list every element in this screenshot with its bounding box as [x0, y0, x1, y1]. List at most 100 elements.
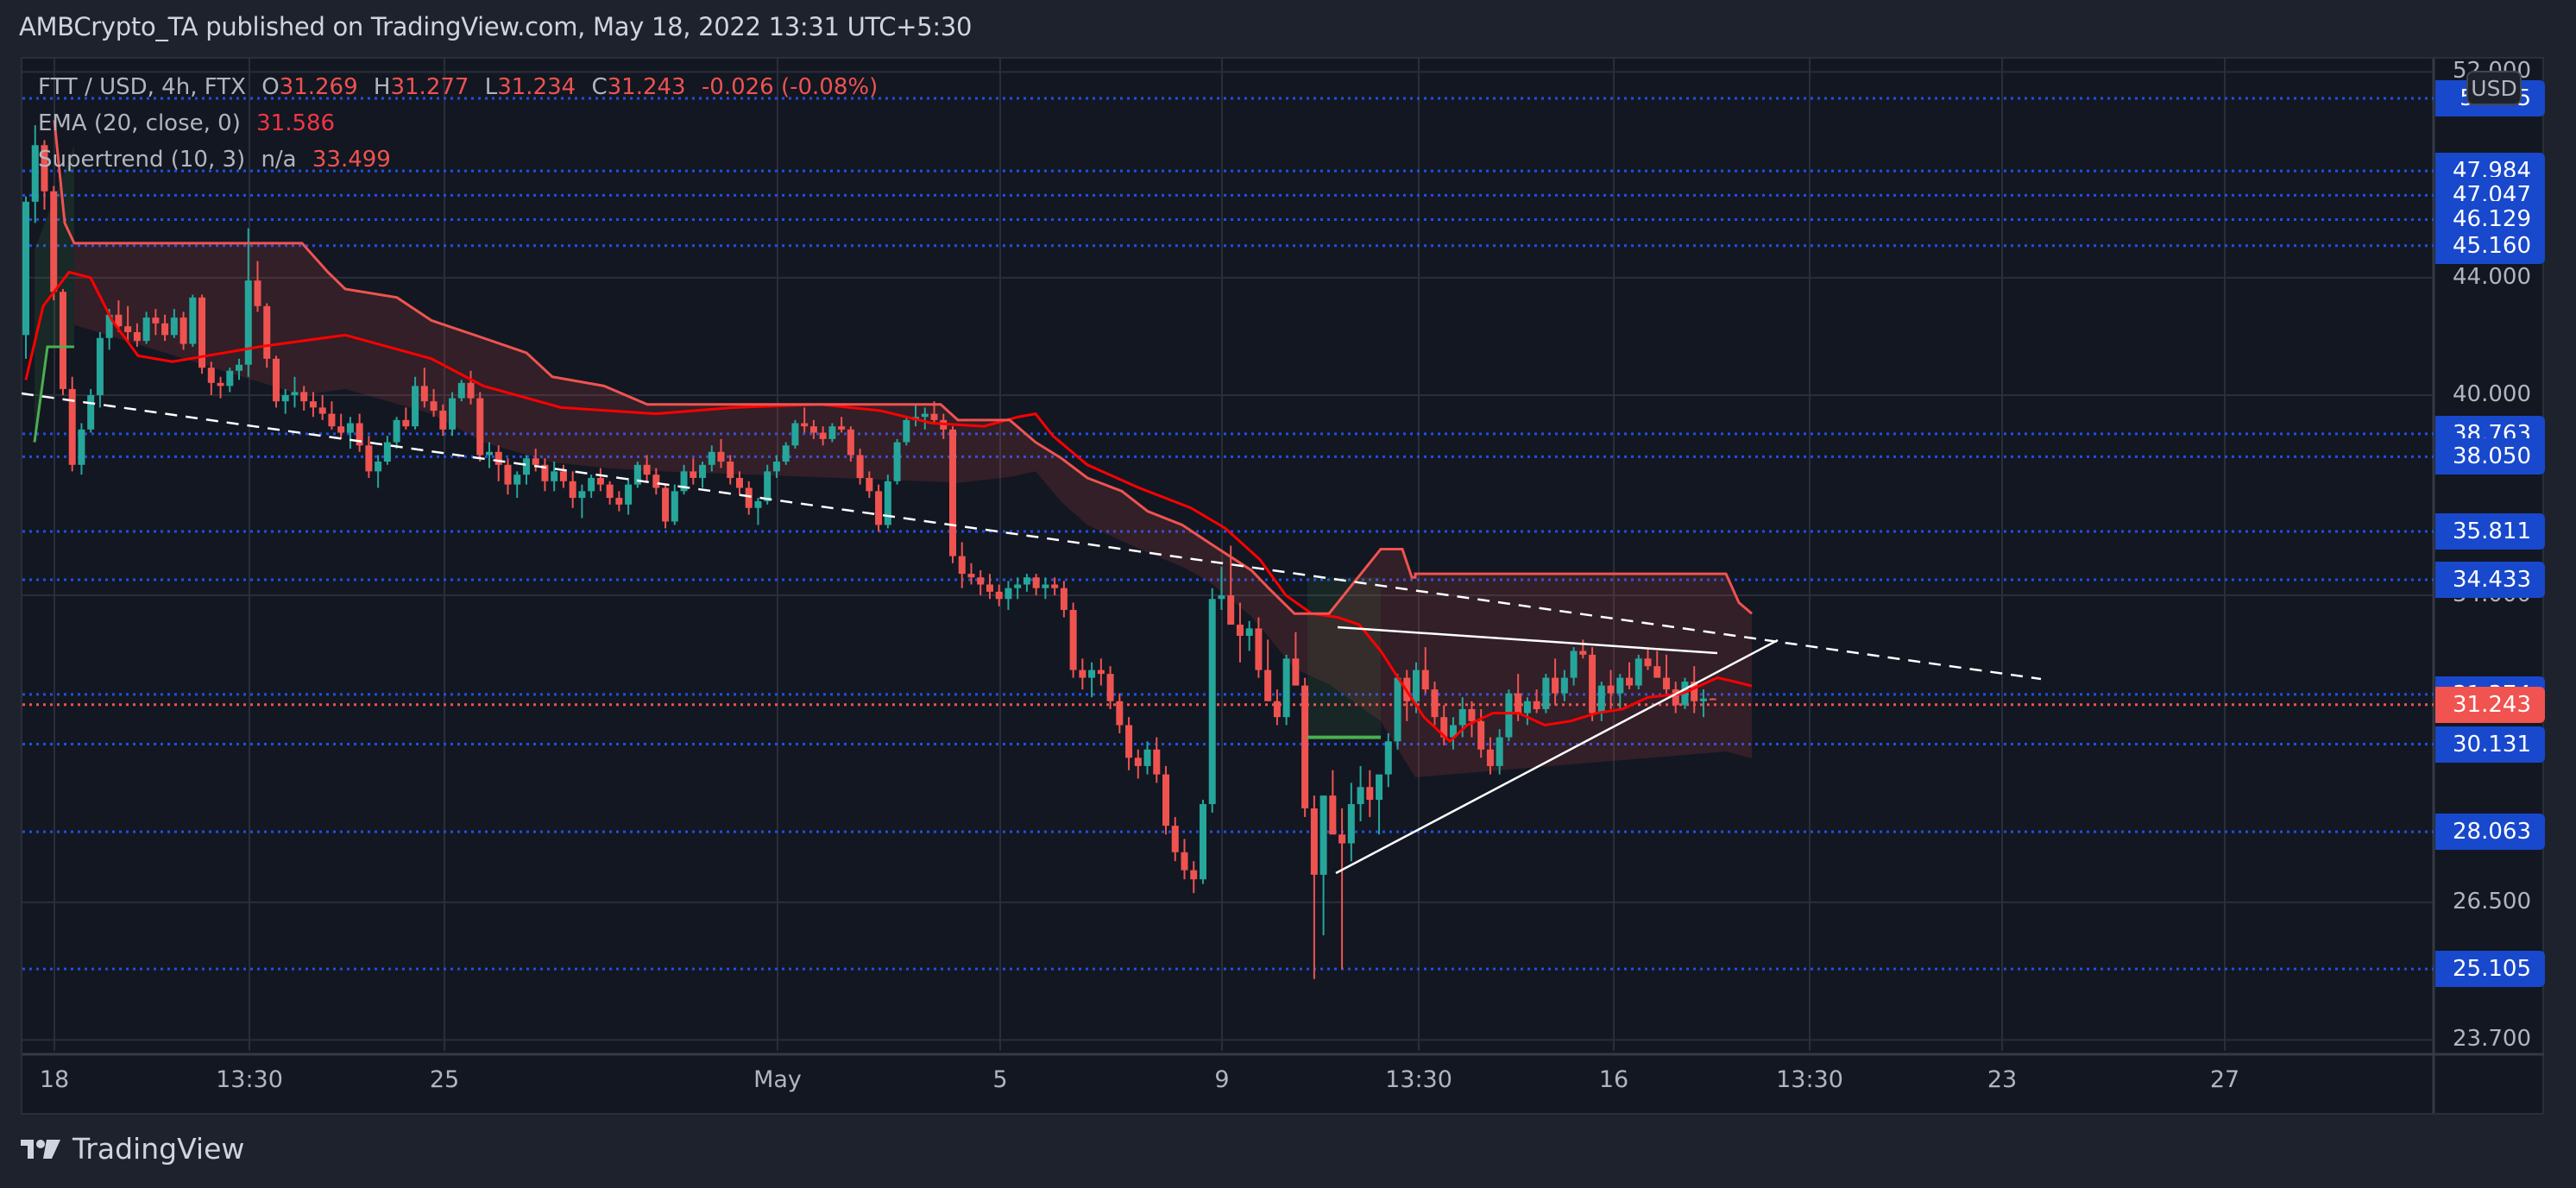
bearish-candle	[995, 591, 1003, 600]
supertrend-fill	[74, 242, 1752, 777]
bullish-candle	[1282, 658, 1290, 718]
bullish-candle	[189, 297, 197, 344]
bearish-candle	[318, 407, 326, 414]
bearish-candle	[1440, 717, 1448, 738]
bullish-candle	[1088, 669, 1096, 678]
bearish-candle	[1162, 774, 1170, 827]
supertrend-legend[interactable]: Supertrend (10, 3) n/a 33.499	[38, 147, 391, 173]
time-axis-tick: 16	[1598, 1066, 1629, 1093]
bearish-candle	[662, 487, 670, 522]
bearish-candle	[735, 477, 743, 488]
bullish-candle	[1143, 749, 1151, 766]
price-level-tag: 25.105	[2435, 951, 2545, 988]
bullish-candle	[1245, 628, 1253, 637]
bearish-candle	[1672, 689, 1679, 706]
bullish-candle	[244, 280, 252, 365]
bearish-candle	[801, 423, 809, 427]
bearish-candle	[1486, 749, 1494, 766]
bearish-candle	[263, 305, 271, 359]
low-label: L	[484, 74, 498, 100]
open-value: 31.269	[279, 74, 358, 100]
bearish-candle	[819, 432, 827, 439]
bullish-candle	[1384, 741, 1392, 775]
bearish-candle	[1190, 870, 1198, 880]
bullish-candle	[449, 398, 457, 430]
close-value: 31.243	[607, 74, 686, 100]
bearish-candle	[745, 487, 753, 508]
bullish-candle	[921, 413, 929, 418]
bullish-candle	[1413, 669, 1420, 701]
bearish-candle	[68, 388, 76, 465]
open-label: O	[261, 74, 280, 100]
ema-line	[24, 270, 1753, 744]
currency-badge[interactable]: USD	[2466, 71, 2522, 105]
bullish-candle	[522, 458, 530, 475]
bullish-candle	[1616, 677, 1624, 694]
bullish-candle	[1570, 651, 1578, 678]
bearish-candle	[727, 462, 734, 478]
symbol-label: FTT / USD, 4h, FTX	[38, 74, 246, 100]
bullish-candle	[764, 471, 772, 501]
bullish-candle	[383, 442, 391, 462]
bullish-candle	[1394, 677, 1401, 742]
bearish-candle	[356, 423, 363, 446]
bearish-candle	[1301, 685, 1309, 809]
bullish-candle	[1042, 584, 1049, 588]
bullish-candle	[1505, 693, 1513, 738]
tradingview-branding[interactable]: TradingView	[21, 1132, 244, 1166]
bearish-candle	[124, 326, 132, 332]
bearish-candle	[1273, 701, 1281, 718]
trendline-rising-support	[1335, 638, 1779, 875]
bearish-candle	[439, 410, 447, 430]
ema-legend[interactable]: EMA (20, close, 0) 31.586	[38, 110, 335, 136]
bearish-candle	[652, 475, 660, 488]
bearish-candle	[161, 323, 169, 336]
bullish-candle	[96, 337, 104, 396]
bullish-candle	[828, 426, 836, 439]
bullish-candle	[893, 442, 901, 481]
bullish-candle	[142, 317, 150, 342]
price-level-tag: 45.160	[2435, 227, 2545, 264]
bullish-candle	[412, 386, 419, 427]
bullish-candle	[578, 491, 586, 499]
bearish-candle	[402, 419, 410, 427]
bullish-candle	[105, 314, 113, 338]
time-axis-tick: 9	[1214, 1066, 1230, 1093]
bullish-candle	[1597, 685, 1605, 713]
supertrend-up-fill	[1307, 577, 1381, 738]
bullish-candle	[708, 451, 715, 465]
bearish-candle	[476, 398, 484, 456]
bullish-candle	[1542, 677, 1550, 709]
bullish-candle	[903, 419, 910, 443]
chart-frame	[21, 57, 2544, 1115]
bearish-candle	[1097, 669, 1105, 675]
low-value: 31.234	[497, 74, 576, 100]
bullish-candle	[1347, 804, 1355, 844]
bearish-candle	[1662, 677, 1670, 690]
bearish-candle	[606, 484, 614, 499]
bullish-candle	[884, 481, 891, 525]
bullish-candle	[1357, 787, 1364, 805]
bullish-candle	[513, 475, 521, 485]
bearish-candle	[1069, 609, 1077, 670]
bullish-candle	[78, 429, 85, 465]
bearish-candle	[1552, 677, 1559, 694]
bearish-candle	[690, 471, 697, 478]
bearish-candle	[504, 464, 512, 485]
price-axis-tick: 23.700	[2453, 1026, 2531, 1053]
bullish-candle	[754, 500, 762, 508]
bullish-candle	[1376, 774, 1383, 801]
bearish-candle	[59, 292, 66, 389]
bullish-candle	[236, 364, 243, 371]
bearish-candle	[1116, 701, 1124, 726]
bearish-candle	[420, 386, 428, 402]
bearish-candle	[1607, 685, 1615, 694]
bearish-candle	[1264, 669, 1272, 701]
bearish-candle	[180, 317, 187, 344]
bearish-candle	[365, 445, 373, 472]
bearish-candle	[272, 358, 280, 402]
bearish-candle	[1709, 698, 1716, 701]
time-axis-tick: 23	[1987, 1066, 2018, 1093]
bearish-candle	[847, 429, 854, 456]
